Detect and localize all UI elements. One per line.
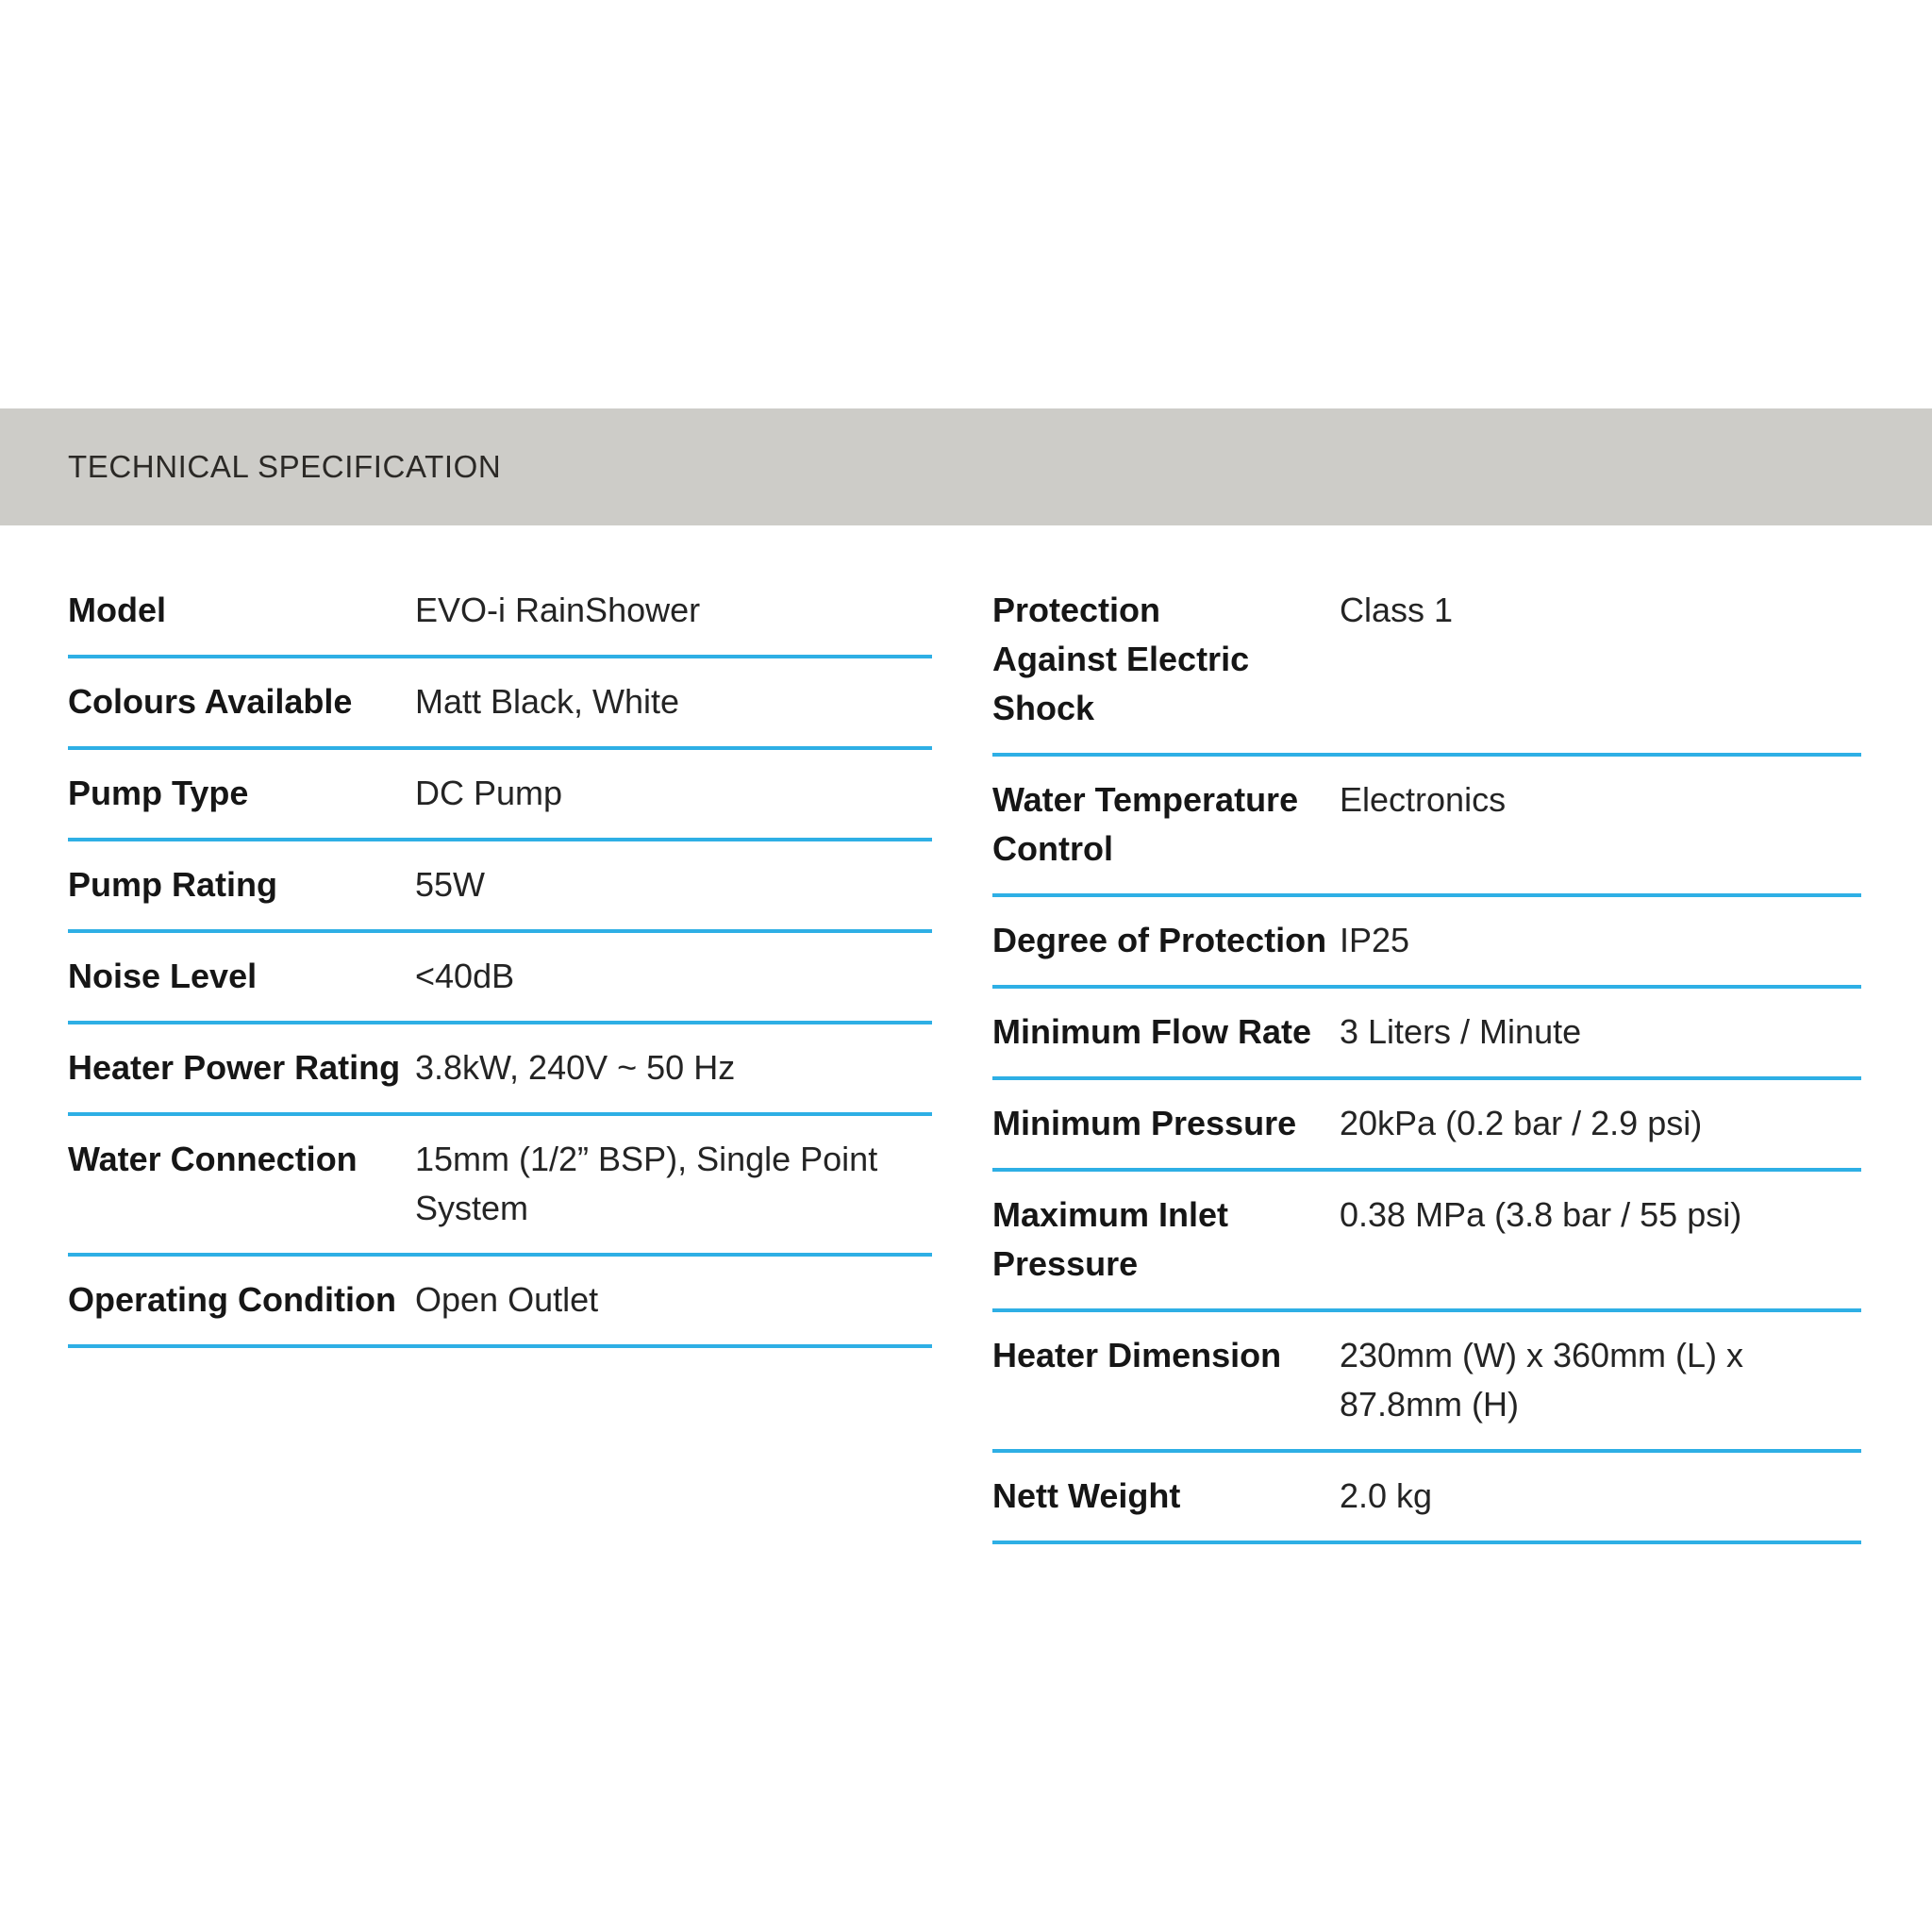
spec-label: Model xyxy=(68,591,166,629)
spec-value: 3 Liters / Minute xyxy=(1340,1012,1582,1051)
spec-row: Pump Rating 55W xyxy=(68,841,932,933)
spec-table-left-column: Model EVO-i RainShower Colours Available… xyxy=(68,567,932,1348)
spec-row: Model EVO-i RainShower xyxy=(68,567,932,658)
spec-row: Minimum Pressure 20kPa (0.2 bar / 2.9 ps… xyxy=(992,1080,1861,1172)
spec-value: DC Pump xyxy=(415,774,563,812)
spec-value: Class 1 xyxy=(1340,591,1454,629)
spec-value: 3.8kW, 240V ~ 50 Hz xyxy=(415,1048,736,1087)
spec-value: 2.0 kg xyxy=(1340,1476,1433,1515)
spec-label: Protection Against Electric Shock xyxy=(992,591,1250,727)
spec-value: IP25 xyxy=(1340,921,1410,959)
spec-label: Pump Rating xyxy=(68,865,277,904)
spec-value: EVO-i RainShower xyxy=(415,591,701,629)
spec-label: Water Connection xyxy=(68,1140,358,1178)
spec-label: Nett Weight xyxy=(992,1476,1181,1515)
spec-label: Degree of Protection xyxy=(992,921,1327,959)
spec-label: Colours Available xyxy=(68,682,353,721)
spec-label: Minimum Pressure xyxy=(992,1104,1297,1142)
spec-row: Water Connection 15mm (1/2” BSP), Single… xyxy=(68,1116,932,1257)
spec-row: Noise Level <40dB xyxy=(68,933,932,1024)
spec-row: Colours Available Matt Black, White xyxy=(68,658,932,750)
spec-label: Minimum Flow Rate xyxy=(992,1012,1312,1051)
spec-row: Nett Weight 2.0 kg xyxy=(992,1453,1861,1544)
spec-value: 0.38 MPa (3.8 bar / 55 psi) xyxy=(1340,1195,1742,1234)
spec-row: Heater Power Rating 3.8kW, 240V ~ 50 Hz xyxy=(68,1024,932,1116)
spec-label: Heater Dimension xyxy=(992,1336,1282,1374)
spec-value: Electronics xyxy=(1340,780,1507,819)
spec-row: Maximum Inlet Pressure 0.38 MPa (3.8 bar… xyxy=(992,1172,1861,1312)
spec-value: Open Outlet xyxy=(415,1280,599,1319)
spec-value: Matt Black, White xyxy=(415,682,680,721)
spec-row: Degree of Protection IP25 xyxy=(992,897,1861,989)
spec-label: Heater Power Rating xyxy=(68,1048,401,1087)
spec-row: Minimum Flow Rate 3 Liters / Minute xyxy=(992,989,1861,1080)
spec-table-right-column: Protection Against Electric Shock Class … xyxy=(992,567,1861,1544)
spec-row: Operating Condition Open Outlet xyxy=(68,1257,932,1348)
spec-row: Water Temperature Control Electronics xyxy=(992,757,1861,897)
spec-value: <40dB xyxy=(415,957,515,995)
section-title: TECHNICAL SPECIFICATION xyxy=(68,449,502,484)
spec-value: 55W xyxy=(415,865,486,904)
spec-label: Maximum Inlet Pressure xyxy=(992,1195,1229,1283)
spec-label: Pump Type xyxy=(68,774,249,812)
spec-label: Water Temperature Control xyxy=(992,780,1299,868)
spec-label: Noise Level xyxy=(68,957,258,995)
spec-row: Protection Against Electric Shock Class … xyxy=(992,567,1861,757)
spec-row: Pump Type DC Pump xyxy=(68,750,932,841)
spec-row: Heater Dimension 230mm (W) x 360mm (L) x… xyxy=(992,1312,1861,1453)
spec-value: 230mm (W) x 360mm (L) x 87.8mm (H) xyxy=(1340,1336,1744,1424)
spec-value: 15mm (1/2” BSP), Single Point System xyxy=(415,1140,878,1227)
spec-label: Operating Condition xyxy=(68,1280,396,1319)
spec-value: 20kPa (0.2 bar / 2.9 psi) xyxy=(1340,1104,1703,1142)
section-header-bar: TECHNICAL SPECIFICATION xyxy=(0,408,1932,525)
